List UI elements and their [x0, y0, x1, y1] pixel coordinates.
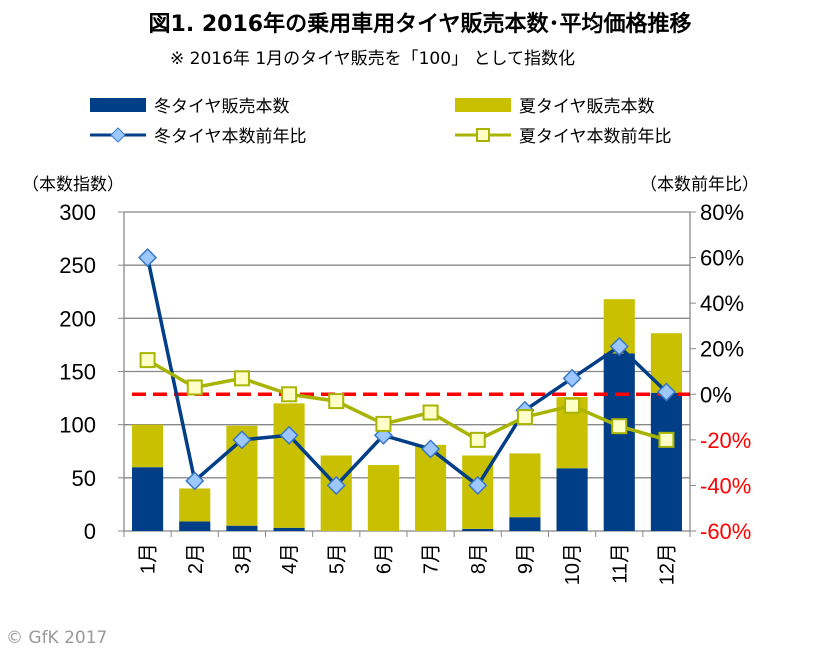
left-tick-label: 100	[59, 413, 96, 438]
legend-swatch	[455, 97, 511, 112]
diamond-marker	[562, 368, 582, 388]
square-marker	[564, 397, 581, 414]
x-tick-label: 5月	[326, 543, 348, 574]
legend-label: 冬タイヤ販売本数	[154, 97, 290, 117]
square-marker	[469, 431, 486, 448]
legend-item-winter-line: 冬タイヤ本数前年比	[90, 122, 307, 147]
left-tick-label: 300	[59, 200, 96, 225]
x-tick-label: 1月	[138, 543, 160, 574]
diamond-marker	[138, 248, 158, 268]
right-tick-label: -20%	[700, 428, 751, 453]
legend-item-summer-bars: 夏タイヤ販売本数	[455, 92, 655, 117]
bar-summer	[509, 453, 541, 518]
right-tick-label: -40%	[700, 473, 751, 498]
x-tick-label: 11月	[609, 543, 631, 584]
chart-title: 図1. 2016年の乗用車用タイヤ販売本数･平均価格推移	[148, 12, 692, 37]
diamond-marker	[185, 471, 205, 491]
square-marker	[328, 393, 345, 410]
legend-item-summer-line: 夏タイヤ本数前年比	[455, 122, 672, 147]
diamond-marker	[656, 382, 676, 402]
right-tick-label: 40%	[700, 291, 744, 316]
x-tick-label: 6月	[373, 543, 395, 574]
diamond-marker	[326, 475, 346, 495]
x-tick-label: 8月	[468, 543, 490, 574]
copyright: © GfK 2017	[6, 628, 108, 648]
left-tick-label: 250	[59, 253, 96, 278]
x-tick-label: 7月	[421, 543, 443, 574]
right-tick-label: -60%	[700, 519, 751, 544]
bar-winter	[462, 528, 494, 531]
diamond-marker	[232, 430, 252, 450]
square-marker	[611, 418, 628, 435]
legend-label: 夏タイヤ本数前年比	[519, 127, 672, 147]
x-tick-label: 9月	[515, 543, 537, 574]
square-marker	[233, 370, 250, 387]
square-marker	[516, 409, 533, 426]
square-marker	[658, 431, 675, 448]
bar-summer	[415, 444, 447, 531]
bar-winter	[226, 525, 258, 531]
bar-winter	[556, 468, 588, 531]
left-tick-label: 200	[59, 306, 96, 331]
line-diamond	[145, 257, 668, 488]
diamond-marker	[279, 425, 299, 445]
legend-item-winter-bars: 冬タイヤ販売本数	[90, 92, 290, 117]
bar-summer	[179, 488, 211, 522]
diamond-marker	[421, 439, 441, 459]
right-tick-label: 0%	[700, 382, 732, 407]
right-tick-label: 20%	[700, 337, 744, 362]
left-tick-label: 50	[72, 466, 96, 491]
bar-winter	[273, 527, 305, 531]
x-tick-label: 4月	[279, 543, 301, 574]
legend-swatch	[455, 127, 511, 142]
square-marker	[186, 379, 203, 396]
legend-label: 夏タイヤ販売本数	[519, 97, 655, 117]
x-tick-label: 2月	[185, 543, 207, 574]
right-tick-label: 60%	[700, 246, 744, 271]
square-marker	[139, 352, 156, 369]
bar-winter	[603, 353, 635, 531]
bar-winter	[132, 467, 164, 531]
chart-subtitle: ※ 2016年 1月のタイヤ販売を「100」 として指数化	[170, 49, 575, 69]
x-tick-label: 12月	[656, 543, 678, 585]
bar-winter	[650, 392, 682, 531]
left-tick-label: 150	[59, 360, 96, 385]
bar-winter	[179, 521, 211, 531]
diamond-marker	[609, 336, 629, 356]
left-tick-label: 0	[84, 519, 96, 544]
x-tick-label: 10月	[562, 543, 584, 585]
right-tick-label: 80%	[700, 200, 744, 225]
diamond-marker	[468, 475, 488, 495]
right-axis-label: （本数前年比）	[640, 175, 759, 195]
legend-label: 冬タイヤ本数前年比	[154, 127, 307, 147]
square-marker	[281, 386, 298, 403]
bar-summer	[132, 424, 164, 468]
left-axis-label: （本数指数）	[22, 175, 124, 195]
bar-winter	[509, 517, 541, 531]
bar-summer	[367, 465, 399, 531]
x-tick-label: 3月	[232, 543, 254, 574]
square-marker	[422, 404, 439, 421]
legend-swatch	[90, 97, 146, 112]
square-marker	[375, 415, 392, 432]
bar-summer	[273, 403, 305, 528]
legend-swatch	[90, 126, 146, 143]
